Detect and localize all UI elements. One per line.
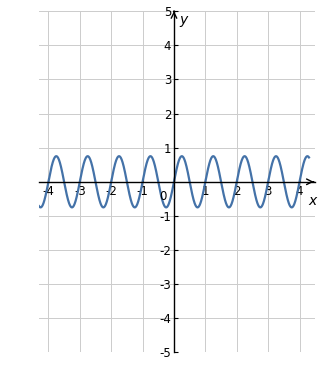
- Text: y: y: [180, 13, 188, 27]
- Text: x: x: [308, 194, 316, 208]
- Text: 0: 0: [159, 190, 166, 203]
